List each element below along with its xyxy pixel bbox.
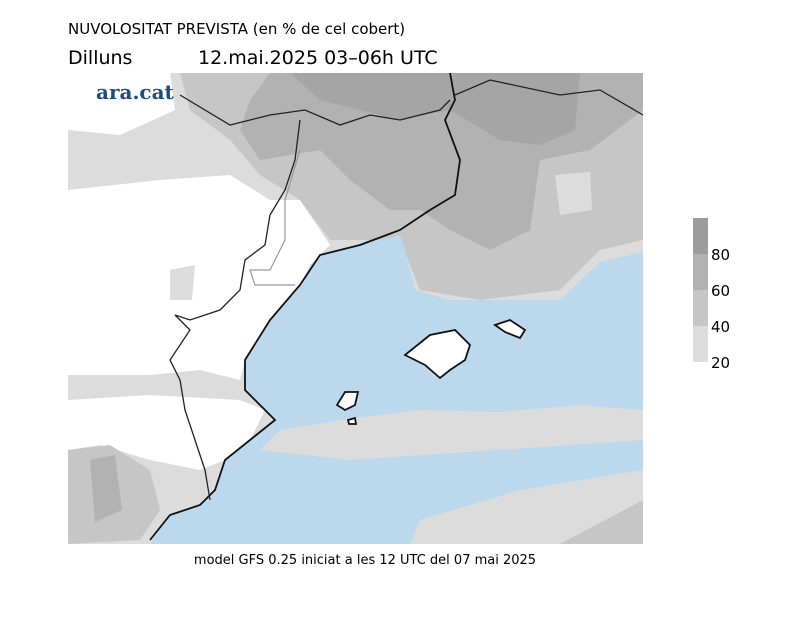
coastline: [149, 73, 461, 541]
colorbar-segment: [693, 290, 708, 326]
colorbar-segment: [693, 254, 708, 290]
colorbar-segment: [693, 218, 708, 254]
cloud-region: [560, 500, 643, 544]
cloud-region: [290, 73, 580, 145]
colorbar: 20 40 60 80: [693, 218, 730, 372]
map: ara.cat: [68, 73, 643, 544]
colorbar-label: 80: [711, 246, 730, 264]
colorbar-label: 60: [711, 282, 730, 300]
sea-clear: [150, 235, 643, 544]
day-label: Dilluns: [68, 47, 132, 69]
island: [335, 391, 360, 425]
footer-note: model GFS 0.25 iniciat a les 12 UTC del …: [194, 553, 536, 568]
island: [493, 319, 527, 340]
border: [169, 79, 643, 501]
island: [403, 329, 472, 380]
cloud-region: [90, 455, 122, 522]
map-title: NUVOLOSITAT PREVISTA (en % de cel cobert…: [68, 20, 405, 38]
region-border: [249, 149, 301, 286]
logo: ara.cat: [96, 80, 175, 104]
clear-area: [68, 73, 175, 135]
colorbar-label: 20: [711, 354, 730, 372]
clear-area: [68, 395, 265, 470]
colorbar-segment: [693, 326, 708, 362]
cloud-region: [170, 265, 195, 300]
datetime-label: 12.mai.2025 03–06h UTC: [198, 47, 438, 69]
colorbar-label: 40: [711, 318, 730, 336]
cloud-region: [555, 172, 592, 215]
